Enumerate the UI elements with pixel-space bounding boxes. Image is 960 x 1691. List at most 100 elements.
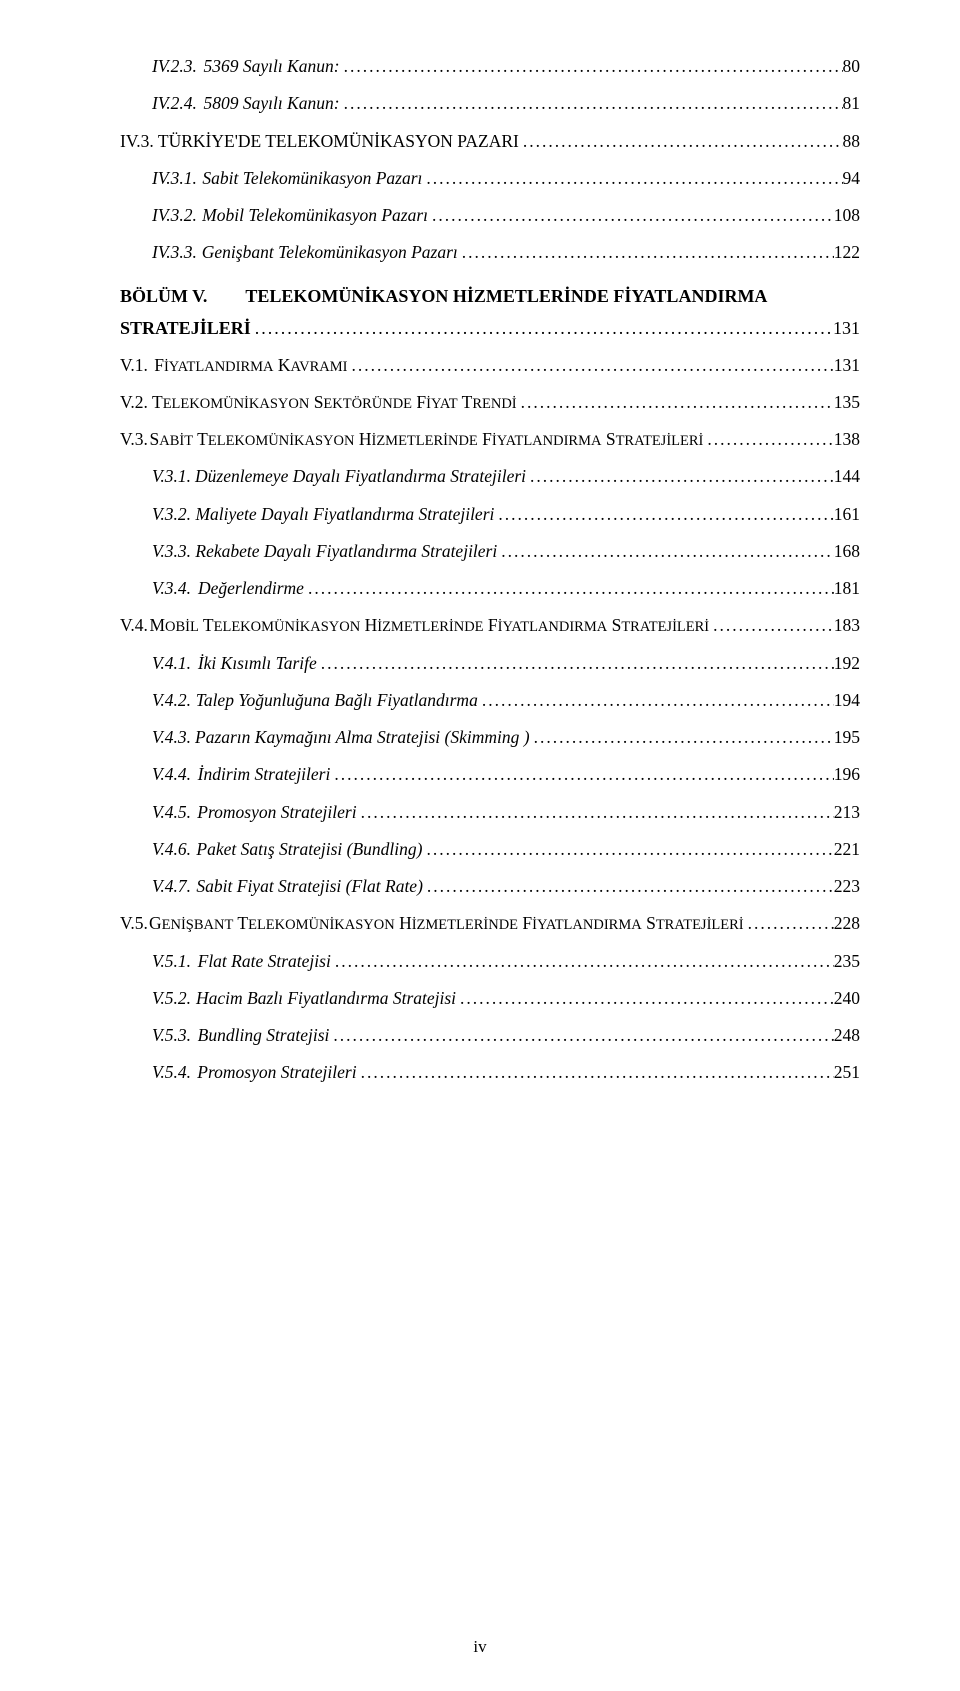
toc-entry-label: IV.3.1. (152, 162, 197, 195)
toc-entry-title: Sabit Fiyat Stratejisi (Flat Rate) (196, 870, 423, 903)
toc-entry: V.3.SABİT TELEKOMÜNİKASYON HİZMETLERİNDE… (120, 423, 860, 456)
toc-entry: V.4.4.İndirim Stratejileri..............… (120, 758, 860, 791)
toc-entry-label: V.4.6. (152, 833, 191, 866)
toc-entry-label: IV.3. (120, 125, 154, 158)
toc-entry-label: V.4.5. (152, 796, 191, 829)
toc-entry: V.4.MOBİL TELEKOMÜNİKASYON HİZMETLERİNDE… (120, 609, 860, 642)
toc-entry-page: 221 (834, 833, 860, 866)
toc-entry-title: Maliyete Dayalı Fiyatlandırma Stratejile… (195, 498, 494, 531)
toc-entry-label: V.4.7. (152, 870, 191, 903)
toc-entry-title: Değerlendirme (198, 572, 304, 605)
toc-entry-title: İki Kısımlı Tarife (198, 647, 317, 680)
toc-entry-page: 168 (834, 535, 860, 568)
toc-entry-title: Pazarın Kaymağını Alma Stratejisi (Skimm… (195, 721, 530, 754)
leader-dots: ........................................… (456, 982, 834, 1015)
toc-entry: IV.2.3.5369 Sayılı Kanun:...............… (120, 50, 860, 83)
leader-dots: ........................................… (703, 423, 833, 456)
leader-dots: ........................................… (330, 758, 833, 791)
toc-entry-title: FİYATLANDIRMA KAVRAMI (154, 349, 347, 382)
leader-dots: ........................................… (494, 498, 833, 531)
toc-entry-label: V.4.3. (152, 721, 191, 754)
toc-entry-page: 161 (834, 498, 860, 531)
toc-entry-label: V.3. (120, 423, 148, 456)
stratejileri-title: STRATEJİLERİ (120, 311, 251, 345)
toc-entry-title: 5809 Sayılı Kanun: (203, 87, 339, 120)
leader-dots: ........................................… (340, 50, 843, 83)
toc-entry: V.5.4.Promosyon Stratejileri............… (120, 1056, 860, 1089)
stratejileri-page: 131 (833, 311, 860, 345)
page-number-footer: iv (0, 1637, 960, 1657)
toc-entry-page: 223 (834, 870, 860, 903)
toc-entry-page: 194 (834, 684, 860, 717)
toc-entry-label: V.3.1. (152, 460, 191, 493)
toc-entry-title: Düzenlemeye Dayalı Fiyatlandırma Stratej… (195, 460, 526, 493)
toc-block-v: V.1.FİYATLANDIRMA KAVRAMI...............… (120, 349, 860, 1090)
toc-entry-page: 80 (843, 50, 861, 83)
toc-entry-title: Sabit Telekomünikasyon Pazarı (202, 162, 422, 195)
toc-entry-label: V.2. (120, 386, 148, 419)
toc-entry: IV.3.1.Sabit Telekomünikasyon Pazarı....… (120, 162, 860, 195)
toc-entry: IV.3.3.Genişbant Telekomünikasyon Pazarı… (120, 236, 860, 269)
leader-dots: ........................................… (428, 199, 834, 232)
toc-entry-page: 135 (834, 386, 860, 419)
page: IV.2.3.5369 Sayılı Kanun:...............… (0, 0, 960, 1691)
toc-entry-label: V.4.1. (152, 647, 191, 680)
toc-entry-title: Talep Yoğunluğuna Bağlı Fiyatlandırma (196, 684, 478, 717)
toc-entry-title: GENİŞBANT TELEKOMÜNİKASYON HİZMETLERİNDE… (149, 907, 744, 940)
toc-entry-label: V.5.1. (152, 945, 191, 978)
toc-entry-label: V.4.4. (152, 758, 191, 791)
leader-dots: ........................................… (526, 460, 834, 493)
toc-entry-title: TÜRKİYE'DE TELEKOMÜNİKASYON PAZARI (158, 125, 519, 158)
toc-entry-label: V.5.3. (152, 1019, 191, 1052)
toc-entry-label: IV.3.3. (152, 236, 197, 269)
toc-entry: V.4.7.Sabit Fiyat Stratejisi (Flat Rate)… (120, 870, 860, 903)
leader-dots: ........................................… (422, 162, 842, 195)
leader-dots: ........................................… (304, 572, 834, 605)
toc-entry-page: 251 (834, 1056, 860, 1089)
toc-entry-page: 228 (834, 907, 860, 940)
toc-entry-page: 192 (834, 647, 860, 680)
toc-entry-label: V.1. (120, 349, 148, 382)
toc-entry-label: IV.2.4. (152, 87, 197, 120)
leader-dots: ........................................… (348, 349, 834, 382)
toc-entry: V.5.3.Bundling Stratejisi...............… (120, 1019, 860, 1052)
toc-entry-page: 183 (834, 609, 860, 642)
toc-entry-page: 248 (834, 1019, 860, 1052)
toc-entry-title: Paket Satış Stratejisi (Bundling) (196, 833, 422, 866)
leader-dots: ........................................… (517, 386, 834, 419)
toc-entry: V.1.FİYATLANDIRMA KAVRAMI...............… (120, 349, 860, 382)
toc-entry-label: V.5. (120, 907, 148, 940)
leader-dots: ........................................… (519, 125, 843, 158)
toc-entry-page: 196 (834, 758, 860, 791)
toc-entry: V.4.5.Promosyon Stratejileri............… (120, 796, 860, 829)
section-header-stratejileri: STRATEJİLERİ ...........................… (120, 311, 860, 345)
toc-entry-page: 138 (834, 423, 860, 456)
toc-entry-page: 195 (834, 721, 860, 754)
toc-entry-page: 108 (834, 199, 860, 232)
toc-entry-label: IV.2.3. (152, 50, 197, 83)
toc-entry-title: Promosyon Stratejileri (197, 796, 356, 829)
toc-entry-label: V.4. (120, 609, 148, 642)
toc-block-iv: IV.2.3.5369 Sayılı Kanun:...............… (120, 50, 860, 270)
toc-entry: V.4.1.İki Kısımlı Tarife................… (120, 647, 860, 680)
toc-entry: IV.3.2.Mobil Telekomünikasyon Pazarı....… (120, 199, 860, 232)
toc-entry-label: V.3.3. (152, 535, 191, 568)
toc-entry: V.5.2.Hacim Bazlı Fiyatlandırma Strateji… (120, 982, 860, 1015)
leader-dots: ........................................… (357, 796, 834, 829)
toc-entry-page: 181 (834, 572, 860, 605)
leader-dots: ........................................… (709, 609, 834, 642)
toc-entry-title: MOBİL TELEKOMÜNİKASYON HİZMETLERİNDE FİY… (149, 609, 709, 642)
toc-entry-label: V.4.2. (152, 684, 191, 717)
toc-entry: V.5.GENİŞBANT TELEKOMÜNİKASYON HİZMETLER… (120, 907, 860, 940)
toc-entry: IV.2.4.5809 Sayılı Kanun:...............… (120, 87, 860, 120)
toc-entry-label: V.3.4. (152, 572, 191, 605)
leader-dots: ........................................… (458, 236, 834, 269)
toc-entry: IV.3.TÜRKİYE'DE TELEKOMÜNİKASYON PAZARI.… (120, 125, 860, 158)
toc-entry-page: 144 (834, 460, 860, 493)
toc-entry-page: 88 (843, 125, 861, 158)
toc-entry-page: 213 (834, 796, 860, 829)
bolum-title: TELEKOMÜNİKASYON HİZMETLERİNDE FİYATLAND… (207, 286, 767, 307)
toc-entry-title: Promosyon Stratejileri (197, 1056, 356, 1089)
leader-dots: ........................................… (744, 907, 834, 940)
leader-dots: ........................................… (329, 1019, 833, 1052)
